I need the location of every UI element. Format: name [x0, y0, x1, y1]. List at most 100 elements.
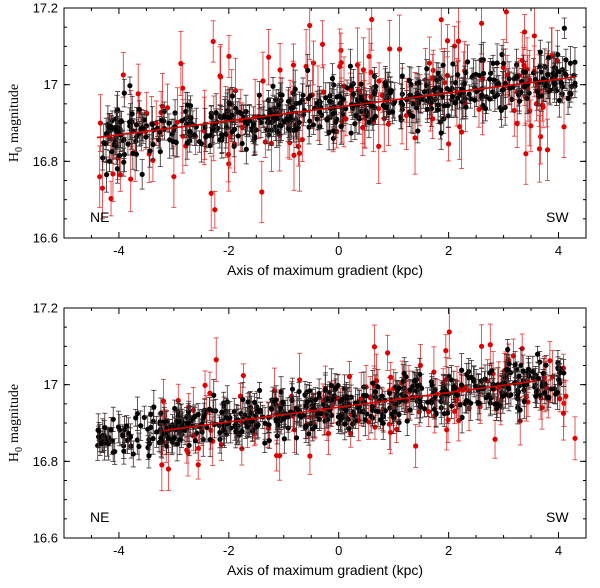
black-data-point	[330, 102, 336, 125]
black-data-point	[117, 413, 123, 447]
red-data-point	[128, 146, 134, 213]
black-data-point	[251, 392, 258, 412]
red-data-point	[171, 145, 177, 208]
red-data-point	[492, 419, 498, 459]
red-data-point	[396, 14, 403, 84]
black-data-point	[115, 115, 121, 148]
black-data-point	[505, 339, 511, 360]
black-data-point	[139, 159, 145, 190]
black-data-point	[278, 395, 284, 422]
black-data-point	[121, 78, 127, 108]
black-data-point	[380, 92, 386, 119]
black-data-point	[165, 423, 171, 454]
black-data-point	[317, 94, 323, 130]
x-tick-label: -4	[113, 243, 125, 258]
black-data-point	[235, 126, 241, 146]
black-data-point	[213, 93, 219, 133]
black-data-point	[487, 389, 493, 417]
black-data-point	[347, 48, 354, 84]
y-axis-label-main: H	[7, 152, 22, 162]
black-data-point	[506, 373, 512, 405]
black-data-point	[112, 438, 118, 465]
black-data-point	[306, 382, 313, 400]
black-data-point	[288, 103, 294, 131]
black-data-point	[464, 44, 471, 80]
black-data-point	[538, 79, 544, 112]
black-data-point	[490, 54, 496, 72]
black-data-point	[563, 48, 569, 71]
black-data-point	[356, 390, 363, 424]
black-data-point	[431, 399, 438, 420]
black-data-point	[407, 399, 413, 421]
x-tick-label: -2	[223, 243, 235, 258]
black-data-point	[292, 69, 298, 109]
black-data-point	[404, 406, 410, 436]
red-data-point	[430, 49, 436, 91]
black-data-point	[208, 105, 214, 129]
red-data-point	[108, 180, 114, 217]
black-data-point	[441, 400, 447, 427]
black-data-point	[342, 407, 348, 441]
black-data-point	[526, 73, 532, 113]
x-tick-label: 2	[445, 543, 452, 558]
red-data-point	[572, 416, 578, 461]
black-data-point	[318, 398, 324, 429]
black-data-point	[109, 139, 115, 164]
black-data-point	[387, 382, 393, 404]
black-data-point	[545, 58, 551, 91]
red-data-point	[226, 34, 232, 78]
black-data-point	[295, 396, 301, 423]
y-axis-label: H0 magnitude	[7, 384, 25, 462]
black-data-point	[303, 408, 309, 443]
red-data-point	[225, 126, 232, 183]
y-tick-label: 16.8	[33, 154, 58, 169]
series-red	[159, 308, 578, 492]
black-data-point	[270, 76, 276, 96]
black-data-point	[505, 357, 511, 383]
black-data-point	[250, 106, 256, 145]
black-data-point	[534, 345, 541, 363]
black-data-point	[121, 136, 128, 173]
black-data-point	[223, 402, 229, 433]
annotation-sw: SW	[546, 209, 569, 225]
black-data-point	[322, 372, 328, 407]
black-data-point	[543, 355, 549, 376]
black-data-point	[396, 406, 402, 423]
red-data-point	[240, 363, 246, 388]
black-data-point	[147, 134, 153, 168]
y-axis-label-rest: magnitude	[7, 84, 22, 143]
black-data-point	[516, 367, 522, 386]
red-data-point	[274, 439, 280, 472]
black-data-point	[328, 368, 334, 403]
black-data-point	[333, 378, 339, 397]
red-data-point	[195, 450, 201, 480]
black-data-point	[290, 94, 296, 121]
black-data-point	[244, 416, 250, 437]
x-tick-label: -4	[113, 543, 125, 558]
red-data-point	[446, 126, 452, 162]
black-data-point	[552, 68, 558, 100]
x-tick-label: 0	[335, 543, 342, 558]
black-data-point	[108, 115, 115, 139]
y-tick-label: 17.2	[33, 301, 58, 316]
black-data-point	[487, 363, 493, 383]
black-data-point	[450, 46, 456, 82]
x-axis-label: Axis of maximum gradient (kpc)	[227, 262, 423, 278]
red-data-point	[299, 117, 305, 162]
black-data-point	[103, 156, 110, 193]
y-axis-label-sub: 0	[14, 447, 25, 452]
black-data-point	[211, 379, 217, 412]
black-data-point	[495, 367, 501, 402]
red-data-point	[527, 50, 533, 110]
black-data-point	[413, 92, 420, 124]
annotation-ne: NE	[90, 509, 109, 525]
fit-line	[162, 380, 537, 432]
black-data-point	[187, 120, 193, 143]
red-data-point	[393, 415, 400, 443]
red-data-point	[388, 361, 394, 393]
x-tick-label: 4	[555, 243, 562, 258]
red-data-point	[174, 87, 180, 157]
black-data-point	[310, 392, 317, 417]
black-data-point	[130, 440, 136, 468]
black-data-point	[535, 362, 542, 395]
